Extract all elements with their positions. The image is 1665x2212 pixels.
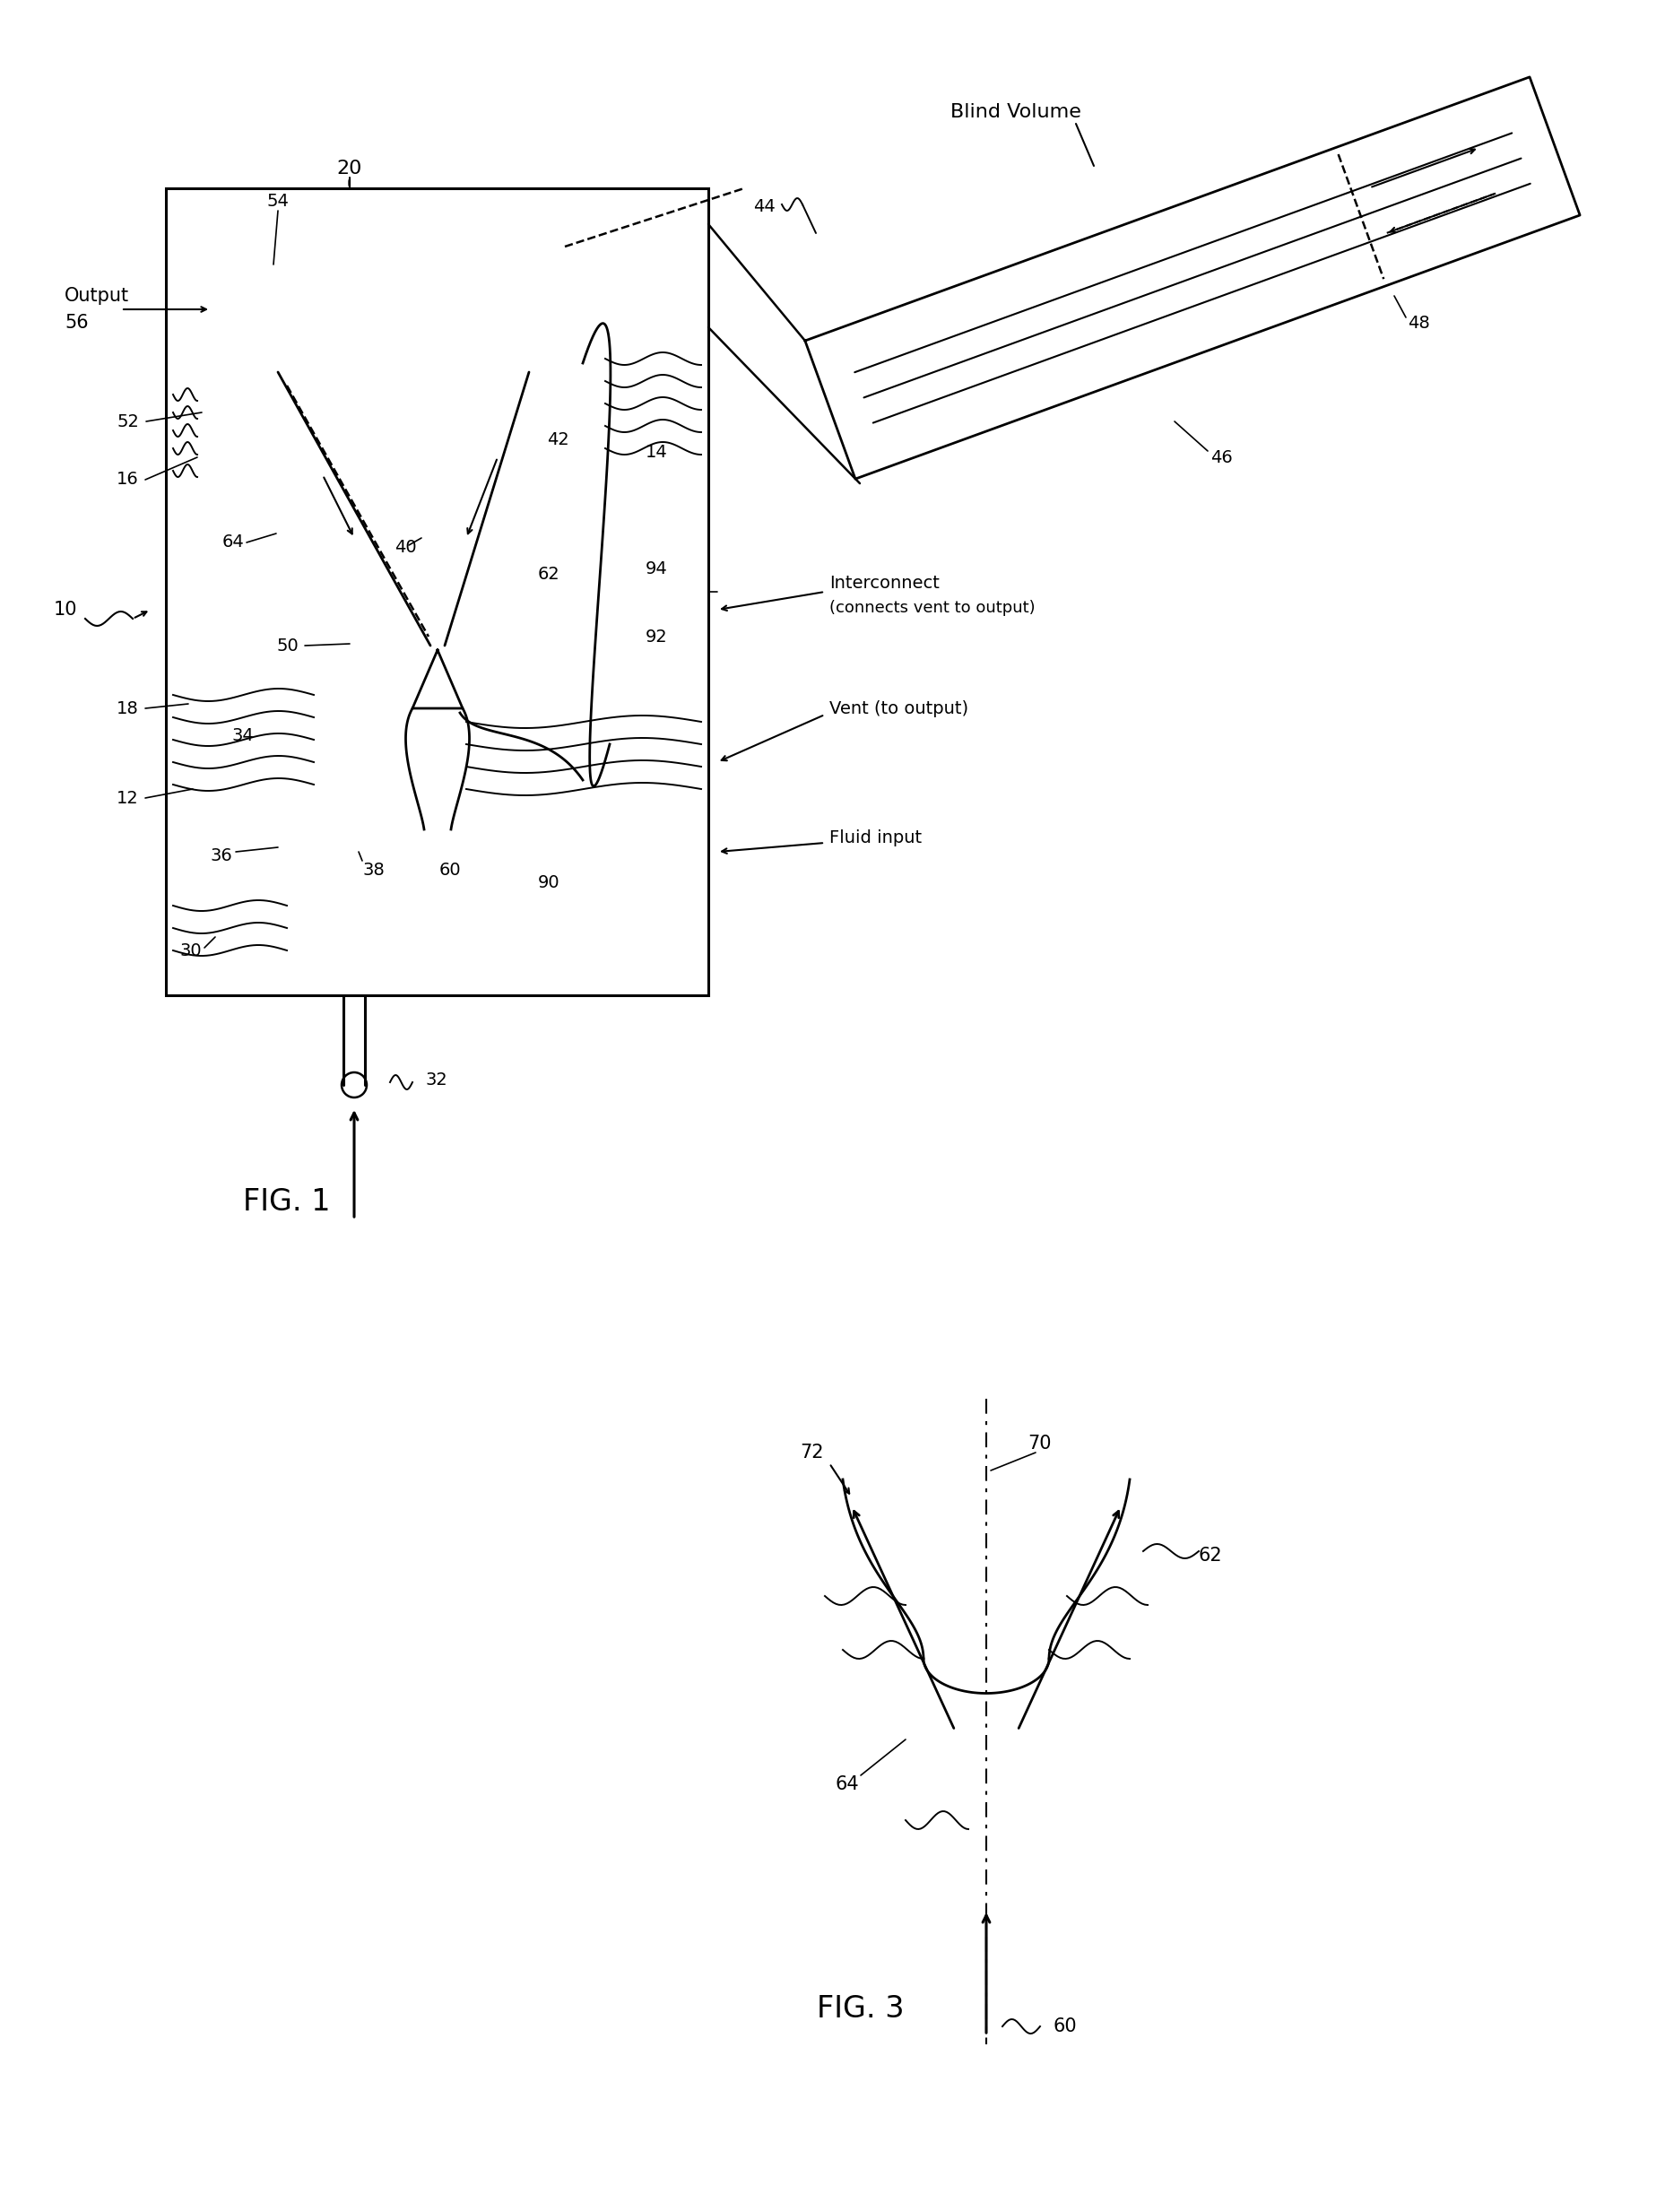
Text: Fluid input: Fluid input [829, 830, 922, 847]
Text: 16: 16 [117, 471, 138, 489]
Text: 52: 52 [117, 414, 138, 429]
Bar [167, 188, 708, 995]
Text: Blind Volume: Blind Volume [951, 104, 1081, 122]
Text: 12: 12 [117, 790, 138, 807]
Text: 10: 10 [53, 602, 78, 619]
Text: FIG. 3: FIG. 3 [818, 1993, 904, 2024]
Text: 62: 62 [1199, 1546, 1222, 1564]
Text: 62: 62 [538, 566, 559, 582]
Text: 64: 64 [836, 1776, 859, 1794]
Text: 94: 94 [646, 562, 668, 577]
Text: 18: 18 [117, 699, 138, 717]
Text: 14: 14 [646, 445, 668, 462]
Text: 30: 30 [180, 942, 201, 960]
Text: 64: 64 [223, 533, 245, 551]
Text: 54: 54 [266, 192, 290, 210]
Text: 90: 90 [538, 874, 559, 891]
Text: 40: 40 [395, 538, 416, 555]
Text: 32: 32 [426, 1073, 448, 1088]
Text: 48: 48 [1407, 314, 1430, 332]
Text: 42: 42 [546, 431, 569, 447]
Text: 72: 72 [799, 1444, 823, 1462]
Text: 36: 36 [211, 847, 233, 865]
Text: 46: 46 [1210, 449, 1232, 467]
Text: Vent (to output): Vent (to output) [829, 699, 969, 717]
Text: 92: 92 [646, 628, 668, 646]
Text: 20: 20 [336, 159, 363, 177]
Text: 70: 70 [1029, 1436, 1052, 1453]
Text: 56: 56 [65, 314, 88, 332]
Text: Output: Output [65, 288, 130, 305]
Text: (connects vent to output): (connects vent to output) [829, 599, 1036, 615]
Text: 34: 34 [231, 728, 253, 743]
Text: 50: 50 [276, 637, 298, 655]
Text: Interconnect: Interconnect [829, 575, 939, 591]
Text: 60: 60 [1054, 2017, 1077, 2035]
Text: 44: 44 [753, 197, 776, 215]
Text: FIG. 1: FIG. 1 [243, 1186, 331, 1217]
Text: 60: 60 [440, 860, 461, 878]
Text: 38: 38 [363, 860, 385, 878]
